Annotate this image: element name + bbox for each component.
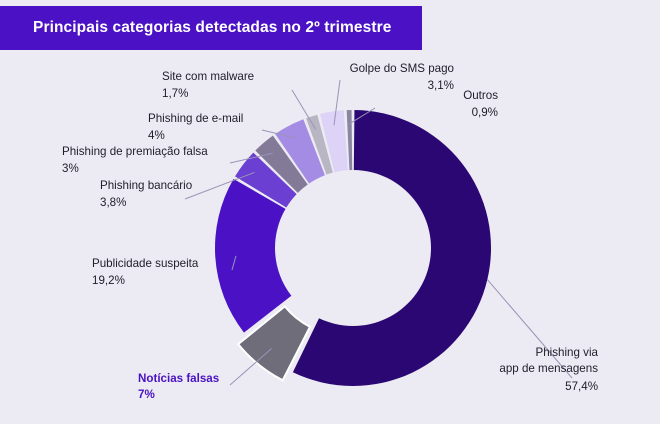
slice-label: Golpe do SMS pago bbox=[350, 62, 454, 75]
leader-line bbox=[229, 152, 273, 164]
slice-label: Site com malware bbox=[162, 70, 254, 83]
slice-label: Outros bbox=[463, 89, 498, 102]
slice-labels: Phishing via app de mensagens 57,4% Notícia… bbox=[62, 62, 599, 401]
slice-phishing-de-premiacao-falsa bbox=[255, 135, 308, 193]
slice-site-com-malware bbox=[306, 114, 333, 175]
leader-line bbox=[184, 171, 255, 200]
leader-line bbox=[486, 279, 573, 379]
leader-line bbox=[349, 107, 376, 125]
slice-value-label: 19,2% bbox=[92, 274, 125, 287]
donut-slices bbox=[215, 110, 492, 387]
slice-publicidade-suspeita bbox=[215, 178, 292, 333]
slice-value-label: 7% bbox=[138, 388, 155, 401]
slice-value-label: 57,4% bbox=[565, 380, 598, 393]
leader-line bbox=[333, 79, 341, 126]
leader-line bbox=[231, 255, 237, 271]
slice-phishing-bancario bbox=[235, 152, 297, 208]
leader-line bbox=[261, 129, 296, 139]
slice-label: Publicidade suspeita bbox=[92, 257, 199, 270]
slice-value-label: 4% bbox=[148, 129, 165, 142]
slice-phishing-de-e-mail bbox=[275, 119, 325, 184]
slice-golpe-do-sms-pago bbox=[320, 110, 348, 173]
slice-label: Phishing via bbox=[535, 346, 598, 359]
slice-value-label: 3,1% bbox=[428, 79, 454, 92]
slice-label: app de mensagens bbox=[499, 362, 598, 375]
leader-line bbox=[229, 348, 272, 386]
slice-value-label: 1,7% bbox=[162, 87, 188, 100]
slice-value-label: 0,9% bbox=[472, 106, 498, 119]
slice-label: Phishing de e-mail bbox=[148, 112, 243, 125]
slice-label: Notícias falsas bbox=[138, 372, 219, 385]
slice-value-label: 3,8% bbox=[100, 196, 126, 209]
leader-lines bbox=[184, 79, 573, 386]
slice-phishing-via-app-de-mensagens bbox=[292, 110, 492, 387]
slice-outros bbox=[346, 110, 353, 171]
slice-label: Phishing bancário bbox=[100, 179, 192, 192]
slice-label: Phishing de premiação falsa bbox=[62, 145, 208, 158]
slice-value-label: 3% bbox=[62, 162, 79, 175]
chart-title: Principais categorias detectadas no 2º t… bbox=[0, 6, 422, 50]
leader-line bbox=[291, 89, 317, 130]
